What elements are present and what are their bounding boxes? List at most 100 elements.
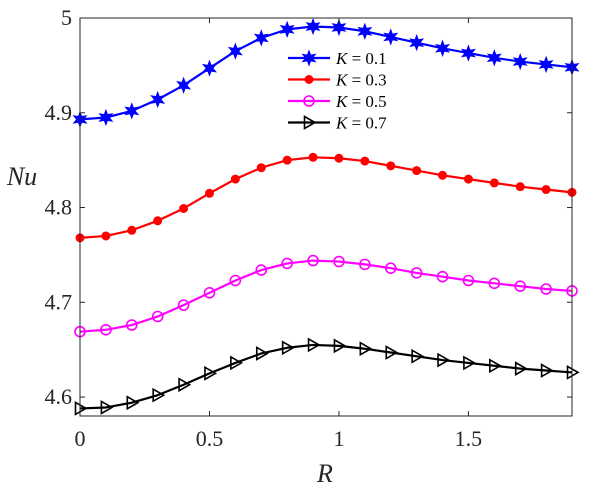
data-point [307,254,319,267]
series-4 [74,337,580,416]
data-point [177,299,190,311]
data-point [334,153,344,163]
data-point [281,340,295,356]
series-3 [74,254,578,338]
data-point [150,90,166,109]
data-point [204,188,214,198]
legend-label: K = 0.3 [335,71,387,90]
data-point [281,257,293,270]
data-point [515,182,525,192]
data-point [255,264,268,276]
y-tick-label: 4.7 [45,289,73,314]
series-line [79,25,573,121]
data-point [229,274,242,287]
data-point [357,22,373,40]
data-point [101,231,111,241]
data-point [151,310,164,323]
data-point [463,174,473,184]
data-point [489,178,499,188]
data-point [489,358,502,374]
data-point [512,52,528,71]
axes-box [79,17,573,417]
legend-label-value: = 0.3 [347,71,386,90]
data-point [98,108,114,127]
data-point [308,152,318,162]
legend-marker [304,75,314,84]
data-point [305,17,321,36]
legend-label: K = 0.7 [335,114,387,133]
data-point [438,170,448,180]
legend-marker [301,49,317,67]
x-axis-label: R [316,459,333,488]
data-point [230,355,243,371]
data-point [436,270,449,283]
data-point [230,174,240,184]
data-point [333,338,347,354]
legend-entry: K = 0.7 [288,114,387,133]
legend-label: K = 0.1 [335,49,387,68]
legend-marker [303,95,315,107]
axes: 0 0.5 1 1.5 4.6 4.7 4.8 4.9 5 [45,5,573,451]
data-point [178,377,192,393]
data-point [179,203,189,213]
data-point [463,355,477,371]
y-tick-label: 4.6 [45,384,73,409]
data-point [124,102,140,120]
data-point [538,55,554,74]
y-tick-label: 4.8 [45,195,73,220]
series-2 [75,152,577,243]
data-point [435,39,451,57]
legend-entry: K = 0.5 [288,92,387,111]
data-point [126,395,140,411]
data-point [100,323,112,336]
data-point [333,255,345,268]
data-point [253,29,269,47]
data-point [514,280,527,292]
legend-label-value: = 0.1 [347,49,386,68]
legend-label-variable: K [335,71,349,90]
data-point [386,161,396,171]
data-point [383,28,399,46]
data-point [100,400,114,415]
legend-entry: K = 0.3 [288,71,387,90]
legend-label-value: = 0.5 [347,92,386,111]
data-point [384,262,397,274]
data-point [227,42,243,60]
data-point [176,76,192,94]
plot-area [72,17,580,416]
data-point [279,20,295,39]
data-point [359,258,371,271]
x-tick-label: 1 [333,426,344,451]
legend-label-variable: K [335,49,349,68]
data-point [462,274,475,287]
data-point [282,155,292,165]
y-tick-label: 5 [61,5,72,30]
data-point [201,59,217,77]
series-line [79,156,573,239]
data-point [307,337,321,353]
data-point [409,33,425,52]
x-tick-label: 0.5 [196,426,224,451]
data-point [514,361,528,376]
data-point [486,49,502,67]
data-point [540,283,552,295]
series-1 [72,17,580,129]
data-point [331,18,347,37]
data-point [74,401,88,416]
data-point [359,341,373,357]
y-axis-label: Nu [6,162,37,191]
data-point [540,363,554,378]
data-point [153,216,163,226]
data-point [256,163,266,173]
data-point [255,346,269,361]
data-point [412,166,422,176]
data-point [203,287,216,299]
legend-marker [303,115,317,130]
data-point [152,387,166,403]
data-point [360,156,370,166]
legend-label-variable: K [335,92,349,111]
data-point [125,319,138,331]
x-tick-label: 1.5 [455,426,483,451]
